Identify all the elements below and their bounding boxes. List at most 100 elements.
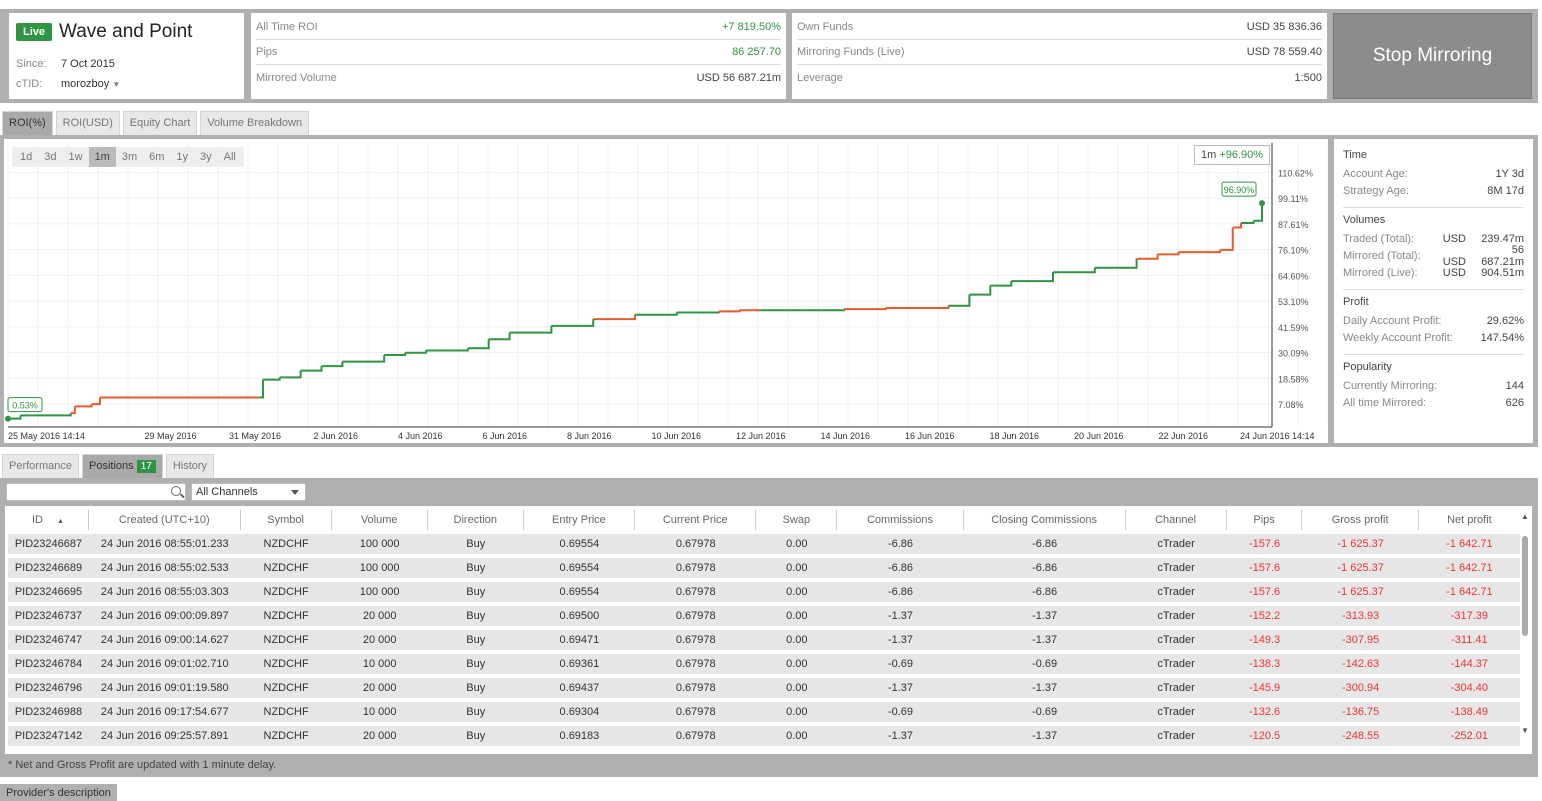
column-header-1[interactable]: Created (UTC+10) [89, 510, 241, 530]
cell-current-price: 0.67978 [635, 702, 757, 722]
column-header-2[interactable]: Symbol [241, 510, 332, 530]
scrollbar-thumb[interactable] [1522, 536, 1528, 636]
tab-chart-0[interactable]: ROI(%) [2, 111, 53, 135]
table-row[interactable]: PID23246784 24 Jun 2016 09:01:02.710 NZDCH… [8, 654, 1520, 674]
cell-direction: Buy [427, 678, 524, 698]
column-header-11[interactable]: Pips [1227, 510, 1303, 530]
cell-direction: Buy [427, 606, 524, 626]
start-point [5, 415, 11, 422]
scroll-down-icon[interactable]: ▼ [1521, 726, 1529, 735]
weekly-profit-row: Weekly Account Profit: 147.54% [1343, 329, 1524, 346]
range-1w[interactable]: 1w [68, 151, 83, 163]
table-row[interactable]: PID23246695 24 Jun 2016 08:55:03.303 NZDCH… [8, 582, 1520, 602]
ctid-dropdown[interactable]: morozboy ▼ [61, 78, 120, 90]
provider-name: Wave and Point [59, 21, 193, 42]
tab-performance[interactable]: Performance [2, 454, 79, 478]
x-tick-label: 18 Jun 2016 [990, 431, 1040, 441]
table-row[interactable]: PID23246687 24 Jun 2016 08:55:01.233 NZDCH… [8, 534, 1520, 554]
cell-swap: 0.00 [756, 726, 838, 746]
search-input[interactable] [6, 483, 186, 501]
range-3y[interactable]: 3y [200, 151, 212, 163]
stats-sidebar: Time Account Age: 1Y 3d Strategy Age: 8M 1… [1334, 139, 1533, 443]
provider-description-tab[interactable]: Provider's description [0, 784, 117, 801]
series-segment [1178, 249, 1222, 254]
y-tick-label: 41.59% [1278, 323, 1309, 333]
cell-symbol: NZDCHF [240, 534, 332, 554]
cell-closing-commissions: -1.37 [963, 726, 1126, 746]
channel-select[interactable]: All Channels [191, 483, 306, 501]
x-tick-label: 24 Jun 2016 14:14 [1240, 431, 1315, 441]
series-segment [467, 339, 490, 350]
range-1y[interactable]: 1y [176, 151, 189, 163]
series-segment [8, 415, 22, 420]
cell-swap: 0.00 [756, 582, 838, 602]
roi-stat-label: All Time ROI [256, 21, 318, 33]
search-icon[interactable] [171, 486, 181, 496]
table-row[interactable]: PID23246737 24 Jun 2016 09:00:09.897 NZDCH… [8, 606, 1520, 626]
series-segment [91, 397, 101, 406]
y-tick-label: 99.11% [1278, 194, 1308, 204]
funds-stat-value: 1:500 [1294, 71, 1322, 84]
column-header-5[interactable]: Entry Price [524, 510, 636, 530]
sort-asc-icon[interactable]: ▲ [56, 518, 64, 525]
cell-created-utc-: 24 Jun 2016 09:01:19.580 [88, 678, 241, 698]
cell-channel: cTrader [1125, 630, 1227, 650]
scroll-up-icon[interactable]: ▲ [1521, 512, 1529, 521]
range-1m[interactable]: 1m [88, 147, 116, 167]
scrollbar[interactable]: ▲ ▼ [1521, 512, 1529, 735]
range-3m[interactable]: 3m [121, 151, 138, 163]
cell-current-price: 0.67978 [635, 606, 757, 626]
x-tick-label: 6 Jun 2016 [483, 431, 528, 441]
table-body: PID23246687 24 Jun 2016 08:55:01.233 NZDCH… [8, 534, 1520, 746]
column-header-4[interactable]: Direction [428, 510, 524, 530]
currently-mirroring-row: Currently Mirroring: 144 [1343, 377, 1524, 394]
cell-id: PID23247142 [8, 726, 89, 746]
y-tick-label: 30.09% [1278, 349, 1309, 359]
column-header-8[interactable]: Commissions [837, 510, 964, 530]
x-tick-label: 20 Jun 2016 [1074, 431, 1124, 441]
table-row[interactable]: PID23246689 24 Jun 2016 08:55:02.533 NZDCH… [8, 558, 1520, 578]
stop-mirroring-button[interactable]: Stop Mirroring [1333, 13, 1532, 99]
funds-stat-row: Own Funds USD 35 836.36 [797, 15, 1322, 40]
column-header-9[interactable]: Closing Commissions [964, 510, 1126, 530]
cell-direction: Buy [427, 534, 524, 554]
cell-direction: Buy [427, 630, 524, 650]
column-header-13[interactable]: Net profit [1447, 514, 1492, 526]
cell-gross-profit: -1 625.37 [1302, 582, 1419, 602]
series-segment [321, 361, 344, 368]
column-header-0[interactable]: ID ▲ [8, 510, 89, 530]
roi-stat-row: Mirrored Volume USD 56 687.21m [256, 65, 781, 90]
cell-net-profit: -304.40 [1418, 678, 1520, 698]
tab-chart-1[interactable]: ROI(USD) [55, 111, 120, 135]
cell-direction: Buy [427, 582, 524, 602]
column-header-12[interactable]: Gross profit [1302, 510, 1419, 530]
series-segment [969, 285, 992, 296]
range-3d[interactable]: 3d [44, 151, 57, 163]
tab-chart-2[interactable]: Equity Chart [122, 111, 198, 135]
cell-volume: 20 000 [331, 726, 428, 746]
cell-entry-price: 0.69437 [523, 678, 636, 698]
range-All[interactable]: All [223, 151, 236, 163]
column-header-10[interactable]: Channel [1126, 510, 1227, 530]
cell-closing-commissions: -6.86 [963, 582, 1126, 602]
table-row[interactable]: PID23246988 24 Jun 2016 09:17:54.677 NZDCH… [8, 702, 1520, 722]
x-tick-label: 4 Jun 2016 [398, 431, 443, 441]
series-segment [802, 309, 845, 312]
column-header-7[interactable]: Swap [756, 510, 838, 530]
tab-chart-3[interactable]: Volume Breakdown [200, 111, 310, 135]
range-1d[interactable]: 1d [20, 151, 33, 163]
range-6m[interactable]: 6m [149, 151, 165, 163]
daily-profit-label: Daily Account Profit: [1343, 314, 1442, 327]
tab-positions[interactable]: Positions 17 [81, 454, 163, 478]
table-row[interactable]: PID23246747 24 Jun 2016 09:00:14.627 NZDCH… [8, 630, 1520, 650]
column-header-6[interactable]: Current Price [635, 510, 757, 530]
cell-net-profit: -1 642.71 [1418, 558, 1520, 578]
tab-history[interactable]: History [165, 454, 215, 478]
strategy-age-value: 8M 17d [1487, 184, 1524, 197]
column-header-3[interactable]: Volume [332, 510, 428, 530]
table-row[interactable]: PID23246796 24 Jun 2016 09:01:19.580 NZDCH… [8, 678, 1520, 698]
y-tick-label: 7.08% [1278, 400, 1304, 410]
table-row[interactable]: PID23247142 24 Jun 2016 09:25:57.891 NZDCH… [8, 726, 1520, 746]
ctid-value: morozboy [61, 78, 110, 90]
currency: USD [1442, 255, 1466, 268]
